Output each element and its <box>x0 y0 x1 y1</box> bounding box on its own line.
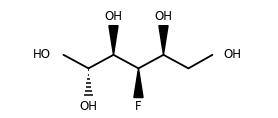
Polygon shape <box>159 26 168 55</box>
Polygon shape <box>134 68 143 97</box>
Polygon shape <box>109 26 118 55</box>
Text: HO: HO <box>33 48 51 61</box>
Text: OH: OH <box>105 10 123 23</box>
Text: F: F <box>135 100 142 113</box>
Text: OH: OH <box>155 10 172 23</box>
Text: OH: OH <box>224 48 242 61</box>
Text: OH: OH <box>80 100 98 113</box>
